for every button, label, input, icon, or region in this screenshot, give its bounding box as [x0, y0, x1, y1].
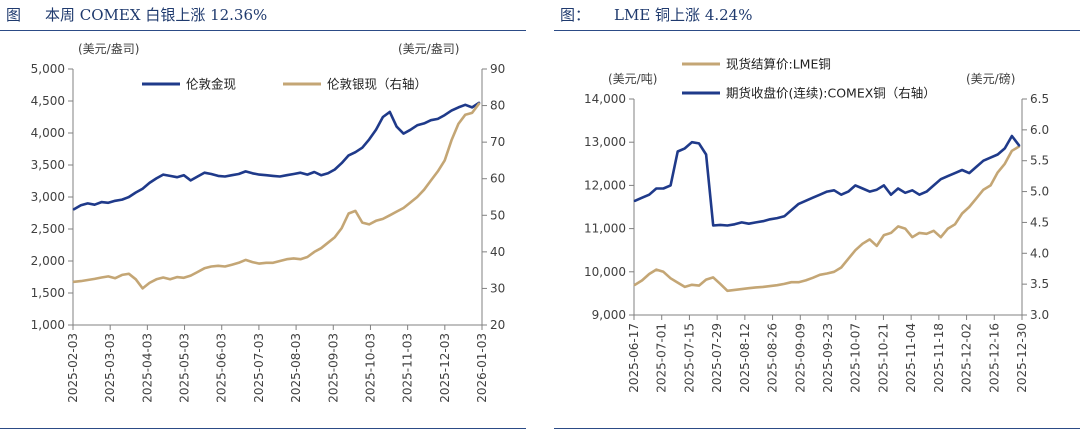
right-x-tick-label: 2025-09-23 [821, 323, 835, 393]
right-right-tick-label: 6.5 [1030, 92, 1049, 106]
left-x-tick-label: 2025-06-03 [215, 333, 229, 403]
left-series-line-1 [72, 102, 481, 290]
right-legend-label-1: 期货收盘价(连续):COMEX铜（右轴） [726, 86, 936, 101]
right-x-tick-label: 2025-12-30 [1015, 323, 1029, 393]
left-right-unit-label: (美元/盎司) [398, 42, 459, 56]
left-x-tick-label: 2025-12-03 [438, 333, 452, 403]
right-x-tick-label: 2025-06-17 [627, 323, 641, 393]
left-top-rule [0, 30, 526, 31]
right-x-tick-label: 2025-11-04 [904, 323, 918, 393]
right-series-line-0 [633, 145, 1021, 293]
left-left-tick-label: 4,000 [31, 126, 65, 140]
left-legend-label-0: 伦敦金现 [186, 77, 236, 92]
left-right-tick-label: 60 [490, 172, 505, 186]
right-series-line-1 [633, 134, 1021, 227]
right-left-unit-label: (美元/吨) [608, 72, 657, 86]
left-right-tick-label: 40 [490, 245, 505, 259]
right-x-tick-label: 2025-08-26 [766, 323, 780, 393]
right-x-tick-label: 2025-10-07 [849, 323, 863, 393]
right-x-tick-label: 2025-12-02 [960, 323, 974, 393]
left-x-tick-label: 2025-04-03 [140, 333, 154, 403]
left-left-tick-label: 4,500 [31, 94, 65, 108]
right-x-tick-label: 2025-07-29 [710, 323, 724, 393]
right-left-tick-label: 14,000 [584, 92, 626, 106]
left-left-tick-label: 2,500 [31, 222, 65, 236]
left-x-tick-label: 2025-07-03 [252, 333, 266, 403]
left-left-tick-label: 3,500 [31, 158, 65, 172]
right-x-tick-label: 2025-07-15 [682, 323, 696, 393]
right-chart-panel: 图： LME 铜上涨 4.24% (美元/吨) (美元/磅) 9,000 10,000 1… [554, 0, 1080, 432]
right-x-tick-label: 2025-08-12 [738, 323, 752, 393]
left-right-tick-label: 30 [490, 281, 505, 295]
left-chart-caption: 图 本周 COMEX 白银上涨 12.36% [6, 4, 267, 25]
left-right-tick-label: 90 [490, 62, 505, 76]
right-left-tick-label: 12,000 [584, 178, 626, 192]
right-left-tick-label: 11,000 [584, 222, 626, 236]
right-right-unit-label: (美元/磅) [966, 71, 1015, 86]
right-chart-title: LME 铜上涨 4.24% [614, 6, 753, 24]
left-right-tick-label: 70 [490, 135, 505, 149]
left-right-tick-label: 80 [490, 99, 505, 113]
left-figure-label: 图 [6, 6, 22, 24]
right-left-tick-label: 13,000 [584, 135, 626, 149]
left-legend-label-1: 伦敦银现（右轴） [327, 77, 427, 92]
left-right-tick-label: 20 [490, 318, 505, 332]
right-bottom-rule [554, 428, 1080, 429]
left-x-tick-label: 2025-05-03 [178, 333, 192, 403]
left-x-tick-label: 2026-01-03 [475, 333, 489, 403]
left-left-tick-label: 5,000 [31, 62, 65, 76]
right-x-tick-label: 2025-09-09 [793, 323, 807, 393]
right-right-tick-label: 6.0 [1030, 123, 1049, 137]
left-left-unit-label: (美元/盎司) [78, 42, 139, 56]
left-left-tick-label: 1,500 [31, 286, 65, 300]
right-x-tick-label: 2025-10-21 [876, 323, 890, 393]
right-figure-label: 图： [560, 6, 591, 24]
right-chart-caption: 图： LME 铜上涨 4.24% [560, 4, 752, 25]
left-series-line-0 [72, 101, 481, 211]
right-right-tick-label: 3.5 [1030, 277, 1049, 291]
right-x-tick-label: 2025-11-18 [932, 323, 946, 393]
left-x-tick-label: 2025-08-03 [289, 333, 303, 403]
right-right-tick-label: 4.5 [1030, 215, 1049, 229]
right-legend-label-0: 现货结算价:LME铜 [726, 57, 831, 72]
right-x-tick-label: 2025-07-01 [655, 323, 669, 393]
left-chart-panel: 图 本周 COMEX 白银上涨 12.36% (美元/盎司) (美元/盎司) 1,00… [0, 0, 526, 432]
right-right-tick-label: 4.0 [1030, 246, 1049, 260]
left-x-tick-label: 2025-02-03 [66, 333, 80, 403]
left-x-tick-label: 2025-11-03 [401, 333, 415, 403]
right-right-tick-label: 5.0 [1030, 185, 1049, 199]
right-x-tick-label: 2025-12-16 [987, 323, 1001, 393]
right-right-tick-label: 5.5 [1030, 154, 1049, 168]
left-left-tick-label: 3,000 [31, 190, 65, 204]
left-x-tick-label: 2025-09-03 [326, 333, 340, 403]
left-bottom-rule [0, 428, 526, 429]
right-top-rule [554, 30, 1080, 31]
right-chart: (美元/吨) (美元/磅) 9,000 10,000 11,000 12,000 13,00… [584, 57, 1049, 393]
left-left-tick-label: 2,000 [31, 254, 65, 268]
left-chart-title: 本周 COMEX 白银上涨 12.36% [45, 6, 268, 24]
left-left-tick-label: 1,000 [31, 318, 65, 332]
right-left-tick-label: 10,000 [584, 265, 626, 279]
left-x-tick-label: 2025-10-03 [363, 333, 377, 403]
right-right-tick-label: 3.0 [1030, 308, 1049, 322]
left-x-tick-label: 2025-03-03 [103, 333, 117, 403]
right-left-tick-label: 9,000 [592, 308, 626, 322]
left-chart: (美元/盎司) (美元/盎司) 1,000 1,500 2,000 2,500 3,000 3… [31, 42, 506, 403]
left-right-tick-label: 50 [490, 208, 505, 222]
